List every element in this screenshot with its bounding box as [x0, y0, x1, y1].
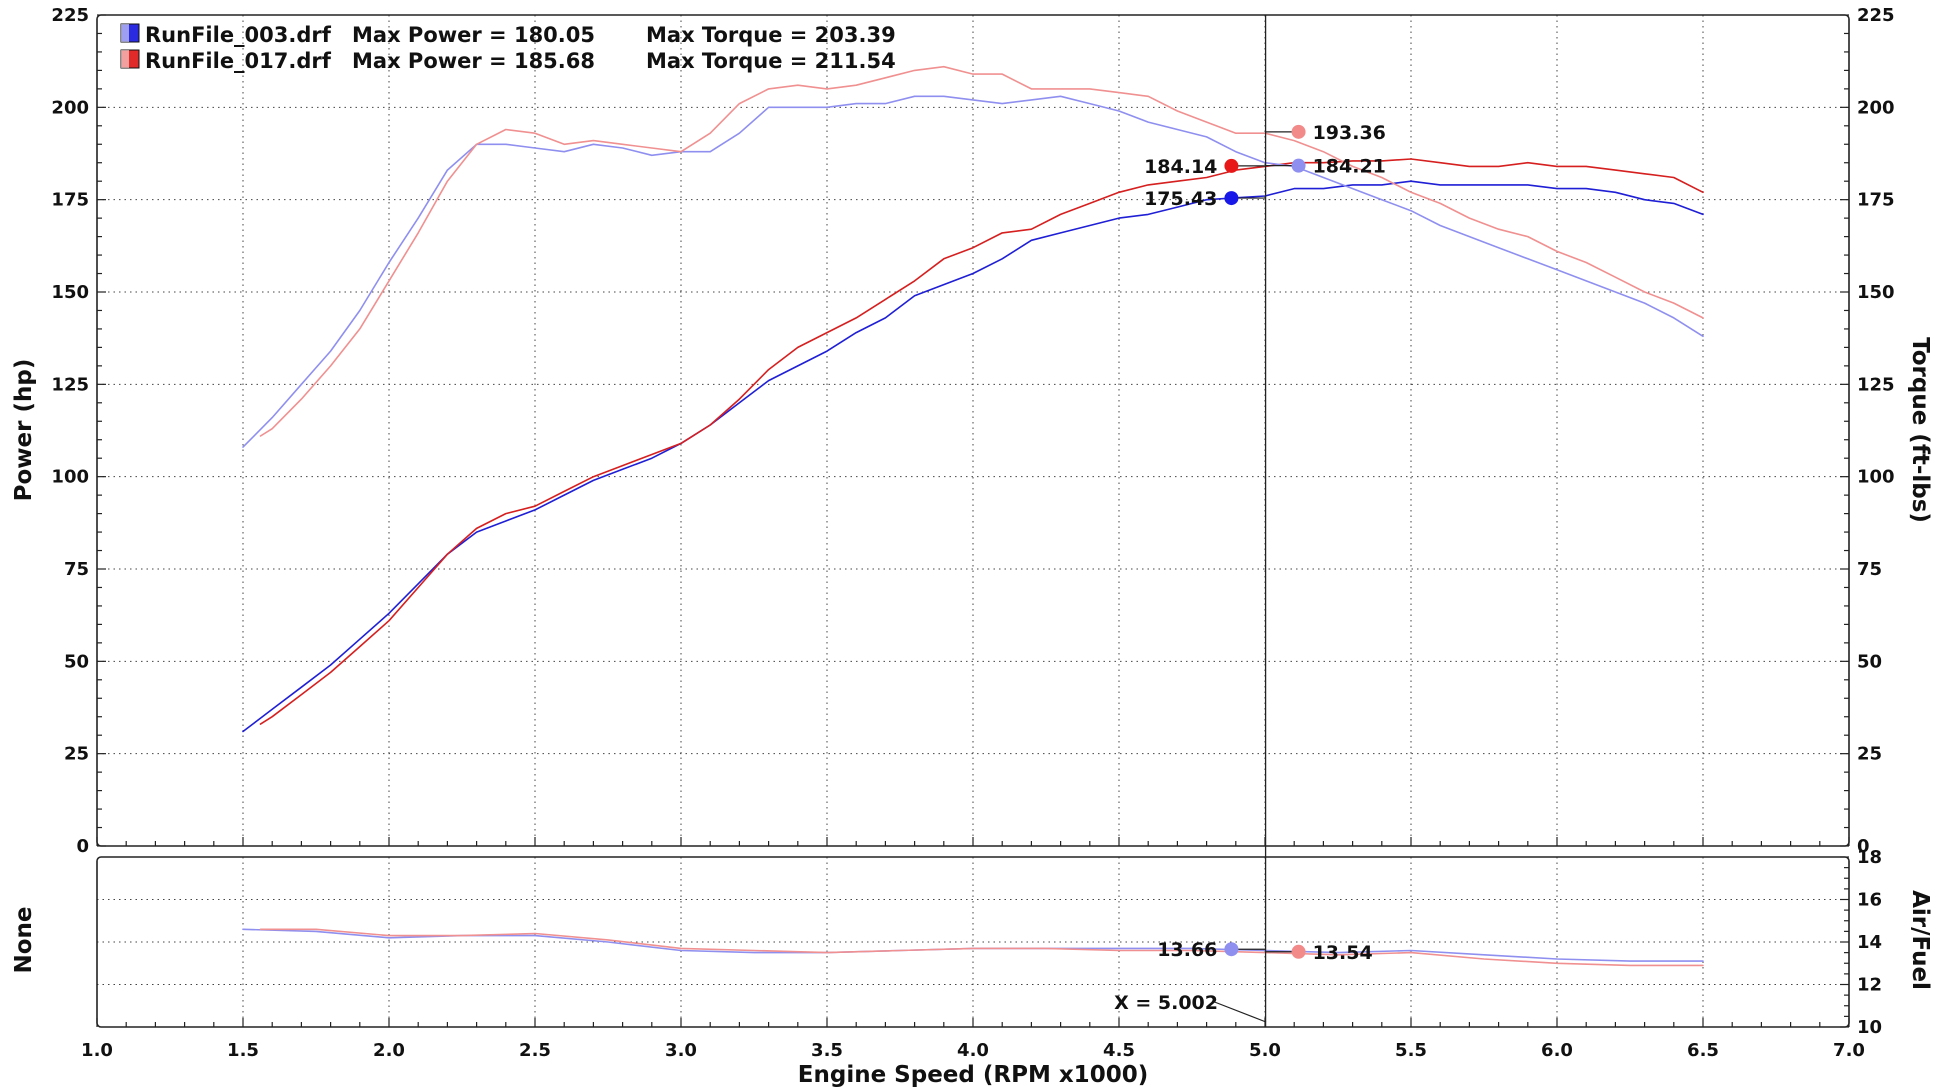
main-marker-dot-3[interactable] [1224, 191, 1239, 206]
cursor-label-leader [1211, 1000, 1267, 1023]
afr-tick-label-4: 18 [1857, 847, 1882, 868]
main-series [242, 65, 1704, 733]
afr-grid [97, 857, 1849, 1027]
main-torque-runfile_017-drf-line [259, 65, 1704, 437]
power-tick-label-7: 175 [51, 190, 89, 211]
legend-file-run-003: RunFile_003.drf [145, 23, 332, 47]
x-tick-label-12: 7.0 [1833, 1040, 1865, 1061]
torque-tick-label-2: 50 [1857, 651, 1882, 672]
afr-air_fuel-runfile_017-drf-line [259, 928, 1704, 967]
x-tick-label-6: 4.0 [957, 1040, 989, 1061]
power-tick-label-5: 125 [51, 374, 89, 395]
legend: RunFile_003.drf Max Power = 180.05 Max T… [120, 23, 896, 73]
x-tick-label-5: 3.5 [811, 1040, 843, 1061]
axis-ticks [96, 14, 1850, 1028]
legend-max-power-run-003: Max Power = 180.05 [352, 23, 595, 47]
torque-tick-label-6: 150 [1857, 282, 1895, 303]
afr-marker-dot-0[interactable] [1224, 942, 1239, 957]
x-tick-label-9: 5.5 [1395, 1040, 1427, 1061]
main-marker-dot-2[interactable] [1291, 158, 1306, 173]
afr-tick-label-1: 12 [1857, 975, 1882, 996]
torque-tick-label-1: 25 [1857, 744, 1882, 765]
power-tick-label-1: 25 [64, 744, 89, 765]
afr-tick-label-0: 10 [1857, 1017, 1882, 1038]
x-tick-label-3: 2.5 [519, 1040, 551, 1061]
power-tick-label-6: 150 [51, 282, 89, 303]
afr-series [242, 928, 1704, 967]
legend-max-torque-run-003: Max Torque = 203.39 [646, 23, 896, 47]
afr-marker-dot-1[interactable] [1291, 944, 1306, 959]
cursor-x-label: X = 5.002 [1114, 992, 1218, 1014]
x-axis-title: Engine Speed (RPM x1000) [798, 1062, 1148, 1087]
x-tick-label-0: 1.0 [81, 1040, 113, 1061]
afr-tick-label-3: 16 [1857, 890, 1882, 911]
main-marker-dot-0[interactable] [1291, 124, 1306, 139]
main-marker-label-0: 193.36 [1313, 122, 1386, 144]
afr-marker-label-1: 13.54 [1313, 942, 1373, 964]
main-marker-dot-1[interactable] [1224, 158, 1239, 173]
power-tick-label-8: 200 [51, 97, 89, 118]
x-tick-label-2: 2.0 [373, 1040, 405, 1061]
cursor-markers: 193.36 184.14 184.21 175.43 13.66 13.54 [1144, 122, 1386, 964]
main-torque-runfile_003-drf-line [242, 95, 1704, 448]
main-marker-label-2: 184.21 [1313, 156, 1386, 178]
torque-tick-label-4: 100 [1857, 467, 1895, 488]
x-tick-label-1: 1.5 [227, 1040, 259, 1061]
power-axis-title: Power (hp) [11, 359, 37, 502]
legend-file-run-017: RunFile_017.drf [145, 49, 332, 73]
legend-max-torque-run-017: Max Torque = 211.54 [646, 49, 896, 73]
power-tick-label-4: 100 [51, 467, 89, 488]
afr-right-axis-title: Air/Fuel [1907, 890, 1933, 990]
afr-marker-label-0: 13.66 [1157, 939, 1217, 961]
torque-tick-label-9: 225 [1857, 5, 1895, 26]
main-marker-label-3: 175.43 [1144, 188, 1217, 210]
x-tick-label-4: 3.0 [665, 1040, 697, 1061]
torque-tick-label-7: 175 [1857, 190, 1895, 211]
tick-labels: 1.0 1.5 2.0 2.5 3.0 3.5 4.0 4.5 5.0 5.5 6.0 6.5 7.0 0… [51, 5, 1894, 1061]
x-tick-label-11: 6.5 [1687, 1040, 1719, 1061]
x-tick-label-10: 6.0 [1541, 1040, 1573, 1061]
main-marker-label-1: 184.14 [1144, 156, 1217, 178]
torque-tick-label-0: 0 [1857, 836, 1870, 857]
power-tick-label-9: 225 [51, 5, 89, 26]
main-power-runfile_017-drf-line [259, 158, 1704, 725]
main-plot-frame [96, 14, 1850, 847]
torque-axis-title: Torque (ft-lbs) [1907, 337, 1933, 523]
power-tick-label-0: 0 [76, 836, 89, 857]
x-tick-label-7: 4.5 [1103, 1040, 1135, 1061]
main-power-runfile_003-drf-line [242, 180, 1704, 733]
afr-left-axis-title: None [11, 906, 37, 973]
legend-max-power-run-017: Max Power = 185.68 [352, 49, 595, 73]
main-grid [97, 15, 1849, 846]
power-tick-label-2: 50 [64, 651, 89, 672]
afr-tick-label-2: 14 [1857, 932, 1882, 953]
torque-tick-label-5: 125 [1857, 374, 1895, 395]
torque-tick-label-8: 200 [1857, 97, 1895, 118]
torque-tick-label-3: 75 [1857, 559, 1882, 580]
power-tick-label-3: 75 [64, 559, 89, 580]
x-tick-label-8: 5.0 [1249, 1040, 1281, 1061]
